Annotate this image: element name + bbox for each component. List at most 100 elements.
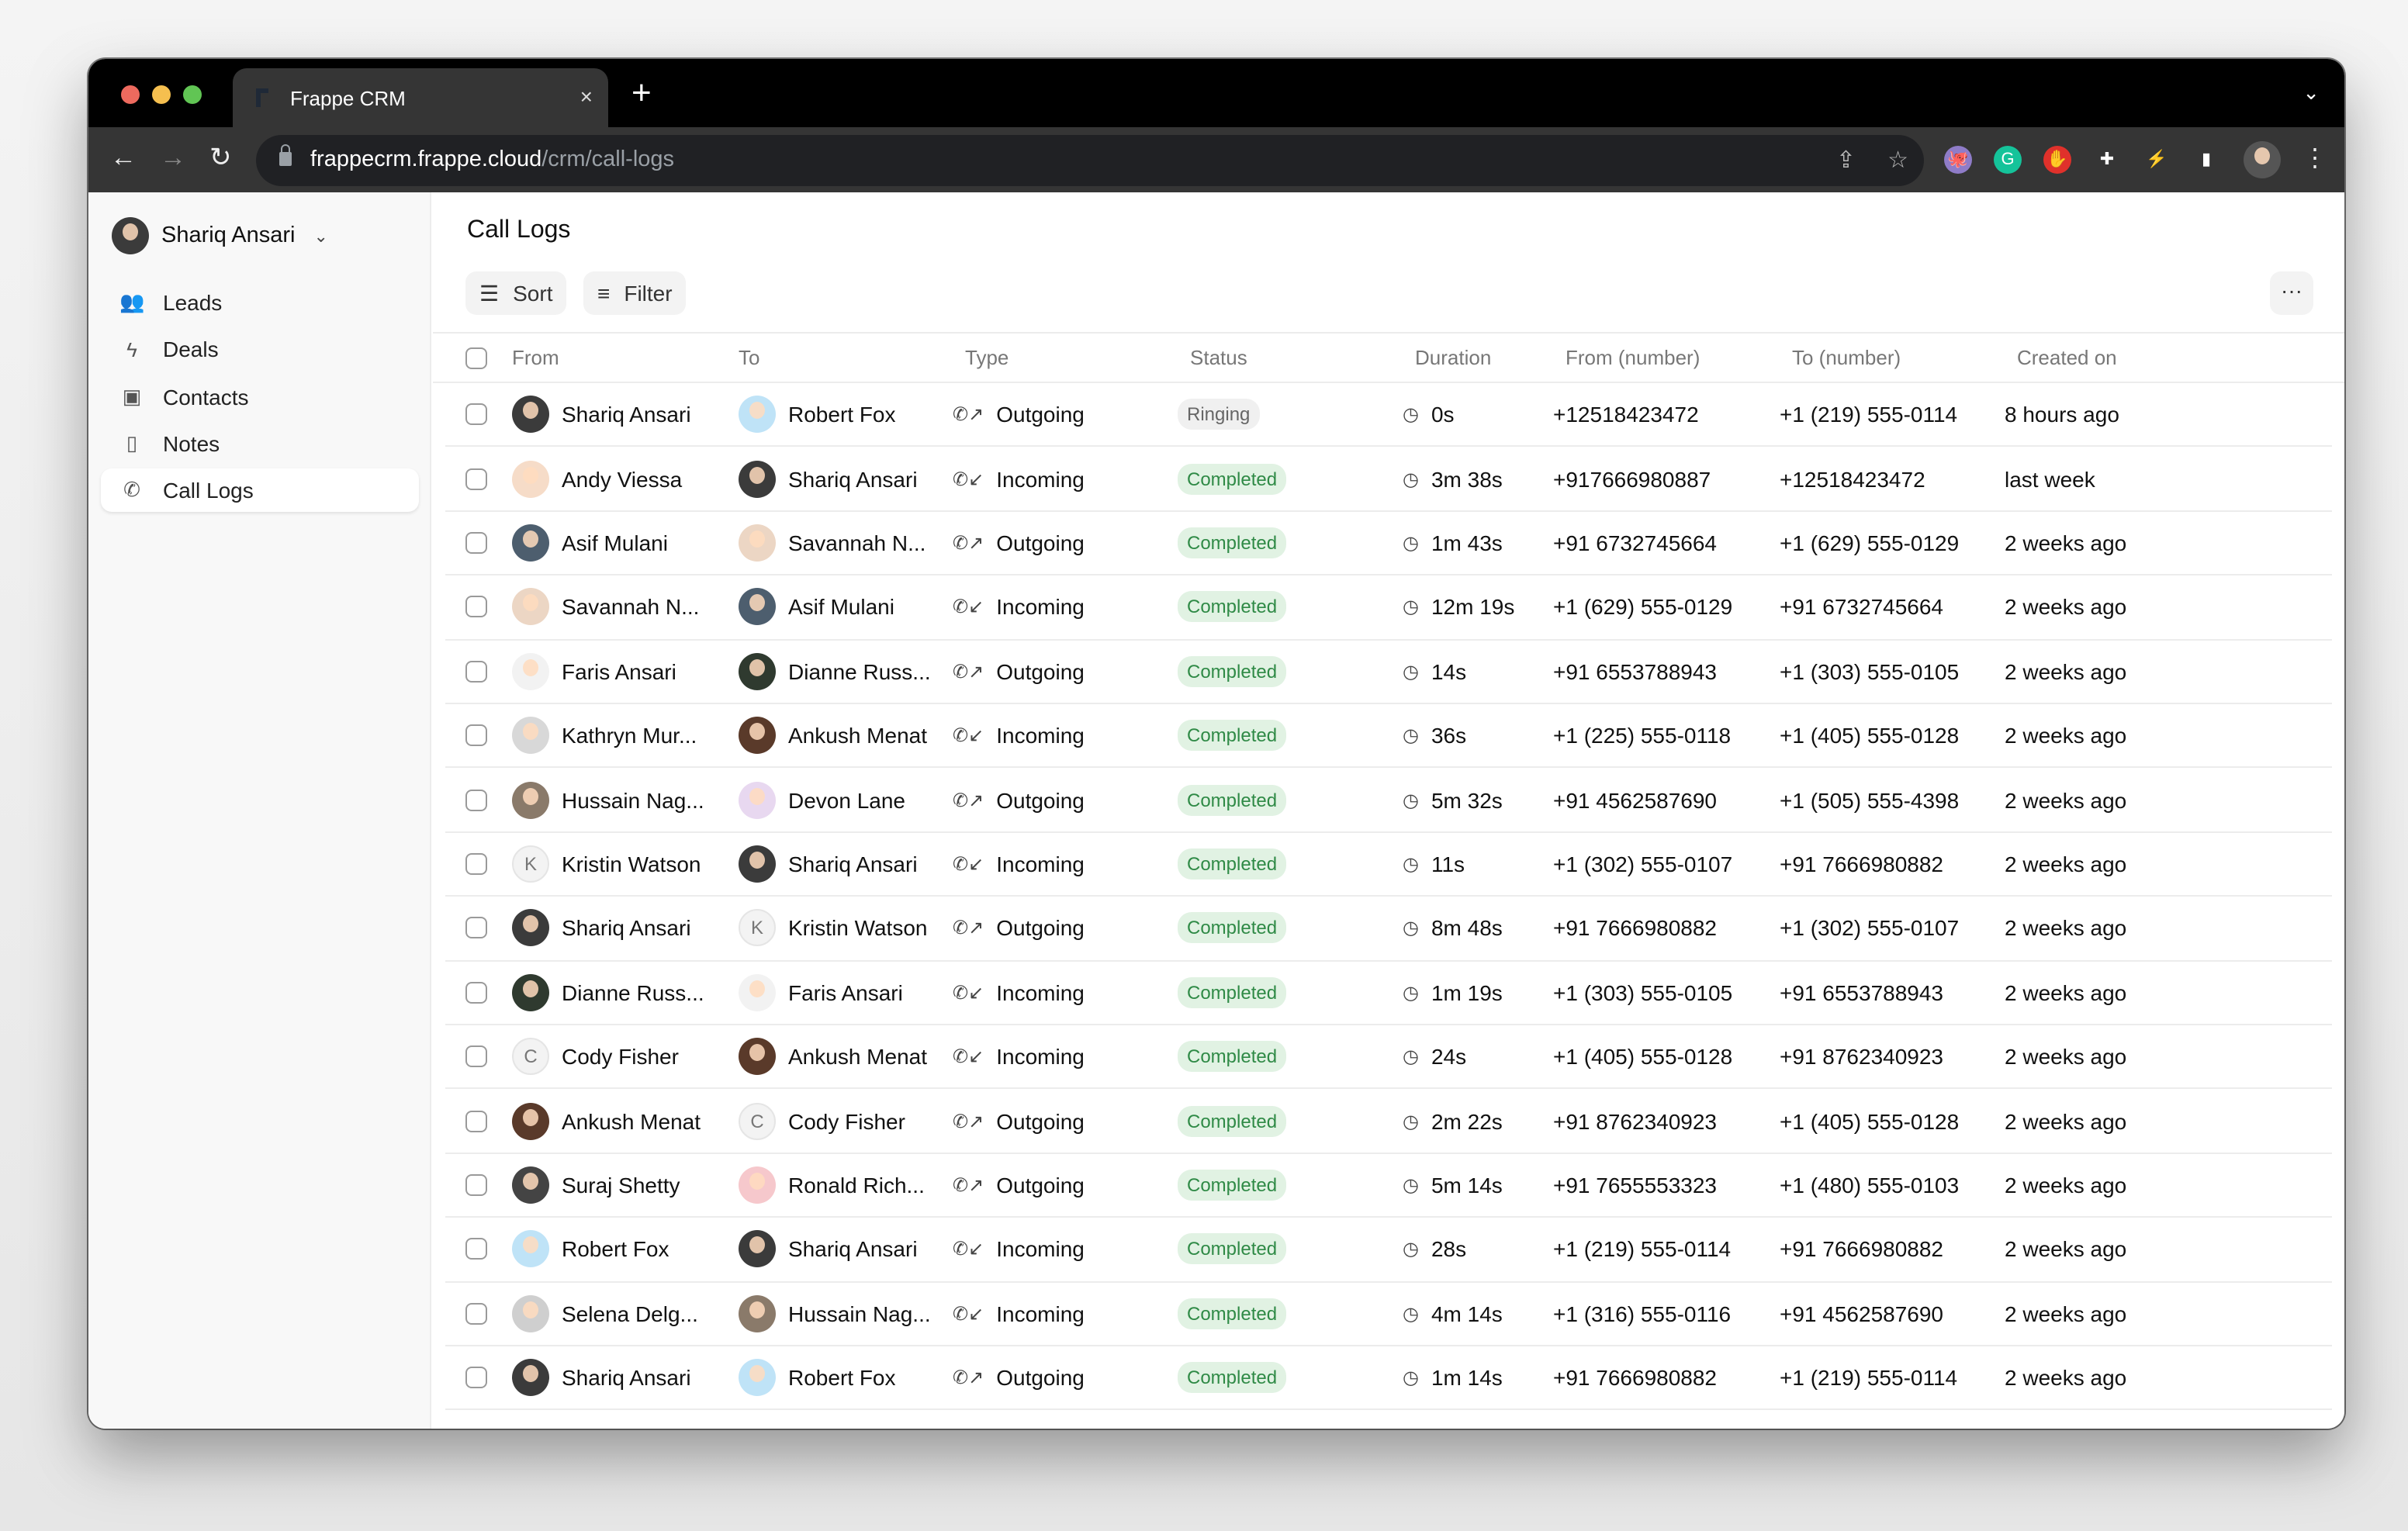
to-name: Asif Mulani [788,594,894,620]
column-header[interactable]: Created on [2017,346,2117,369]
row-checkbox[interactable] [465,724,487,747]
table-row[interactable]: Shariq Ansari Robert Fox ✆↗ Outgoing Comp… [445,1346,2332,1411]
column-header[interactable]: To [739,346,760,369]
maximize-window-button[interactable] [183,85,202,104]
created-on: 2 weeks ago [2005,1236,2127,1262]
avatar [512,396,549,434]
reload-icon[interactable]: ↻ [209,143,232,172]
row-checkbox[interactable] [465,852,487,875]
user-avatar [112,217,149,254]
octocat-extension-icon[interactable]: 🐙 [1944,146,1972,174]
user-dropdown[interactable]: Shariq Ansari ⌄ [112,217,328,254]
row-checkbox[interactable] [465,1367,487,1389]
from-name: Shariq Ansari [562,915,691,941]
row-checkbox[interactable] [465,468,487,490]
back-icon[interactable]: ← [110,143,137,172]
table-row[interactable]: Robert Fox Shariq Ansari ✆↙ Incoming Comp… [445,1218,2332,1283]
more-options-button[interactable]: ··· [2270,271,2313,315]
table-row[interactable]: C Cody Fisher Ankush Menat ✆↙ Incoming Com… [445,1025,2332,1090]
row-checkbox[interactable] [465,1173,487,1196]
select-all-checkbox[interactable] [465,347,487,368]
tab-close-icon[interactable]: × [580,84,593,109]
table-row[interactable]: Asif Mulani Savannah N... ✆↗ Outgoing Com… [445,512,2332,576]
table-row[interactable]: Andy Viessa Shariq Ansari ✆↙ Incoming Com… [445,448,2332,512]
row-checkbox[interactable] [465,1045,487,1068]
from-name: Selena Delg... [562,1301,698,1326]
column-header[interactable]: Duration [1415,346,1492,369]
row-checkbox[interactable] [465,1302,487,1325]
row-checkbox[interactable] [465,531,487,554]
avatar [739,973,776,1011]
table-row[interactable]: Shariq Ansari K Kristin Watson ✆↗ Outgoing… [445,897,2332,962]
column-header[interactable]: To (number) [1792,346,1901,369]
row-checkbox[interactable] [465,1110,487,1132]
sidebar-item-call-logs[interactable]: ✆ Call Logs [101,468,419,513]
avatar [739,588,776,626]
url-bar[interactable]: frappecrm.frappe.cloud/crm/call-logs ⇪ ☆ [256,135,1924,186]
sort-button[interactable]: ☰ Sort [465,271,567,315]
browser-tab[interactable]: Frappe CRM × [233,68,608,127]
clock-icon: ◷ [1403,531,1419,554]
to-number: +1 (505) 555-4398 [1780,787,1960,813]
forward-icon[interactable]: → [160,143,186,172]
profile-avatar[interactable] [2244,141,2281,178]
call-type: Incoming [996,1301,1085,1326]
row-checkbox[interactable] [465,403,487,426]
table-row[interactable]: Shariq Ansari Robert Fox ✆↗ Outgoing Ring… [445,383,2332,448]
to-number: +91 8762340923 [1780,1044,1943,1070]
table-row[interactable]: Selena Delg... Hussain Nag... ✆↙ Incoming… [445,1282,2332,1346]
row-checkbox[interactable] [465,789,487,811]
bookmark-star-icon[interactable]: ☆ [1887,147,1908,174]
avatar: C [739,1102,776,1140]
avatar [739,652,776,690]
sidebar-item-label: Contacts [163,384,249,410]
duration: 1m 43s [1431,530,1503,555]
table-row[interactable]: Faris Ansari Dianne Russ... ✆↗ Outgoing C… [445,640,2332,704]
table-row[interactable]: Kathryn Mur... Ankush Menat ✆↙ Incoming C… [445,704,2332,769]
from-name: Ankush Menat [562,1108,701,1134]
row-checkbox[interactable] [465,981,487,1004]
sidebar-item-label: Leads [163,290,223,315]
sidebar-item-notes[interactable]: ▯ Notes [101,422,419,465]
new-tab-icon[interactable]: + [631,73,652,112]
leaf-bolt-icon[interactable]: ⚡ [2146,150,2168,169]
close-window-button[interactable] [121,85,140,104]
created-on: 8 hours ago [2005,402,2119,427]
clock-icon: ◷ [1403,660,1419,683]
from-name: Cody Fisher [562,1044,679,1070]
table-row[interactable]: Hussain Nag... Devon Lane ✆↗ Outgoing Com… [445,769,2332,833]
sidebar-item-contacts[interactable]: ▣ Contacts [101,375,419,418]
to-name: Cody Fisher [788,1108,905,1134]
table-row[interactable]: K Kristin Watson Shariq Ansari ✆↙ Incoming… [445,833,2332,897]
avatar [739,781,776,819]
table-row[interactable]: Suraj Shetty Ronald Rich... ✆↗ Outgoing C… [445,1154,2332,1218]
avatar [512,588,549,626]
avatar [739,717,776,755]
column-header[interactable]: From (number) [1566,346,1700,369]
adblock-icon[interactable]: ✋ [2043,146,2071,174]
table-row[interactable]: Ankush Menat C Cody Fisher ✆↗ Outgoing Com… [445,1090,2332,1154]
duration: 12m 19s [1431,594,1515,620]
clock-icon: ◷ [1403,1238,1419,1260]
row-checkbox[interactable] [465,917,487,939]
browser-menu-icon[interactable]: ⋮ [2302,146,2327,172]
row-checkbox[interactable] [465,596,487,618]
share-icon[interactable]: ⇪ [1835,147,1856,174]
sidebar-panel-icon[interactable]: ▮ [2201,150,2212,169]
column-header[interactable]: From [512,346,559,369]
table-row[interactable]: Savannah N... Asif Mulani ✆↙ Incoming Com… [445,575,2332,641]
grammarly-icon[interactable]: G [1994,146,2022,174]
row-checkbox[interactable] [465,660,487,683]
filter-button[interactable]: ≡ Filter [583,271,687,315]
column-header[interactable]: Status [1190,346,1247,369]
table-row[interactable]: Dianne Russ... Faris Ansari ✆↙ Incoming C… [445,961,2332,1025]
minimize-window-button[interactable] [152,85,171,104]
row-checkbox[interactable] [465,1238,487,1260]
from-name: Robert Fox [562,1236,669,1262]
column-header[interactable]: Type [965,346,1009,369]
duration: 8m 48s [1431,915,1503,941]
sidebar-item-deals[interactable]: ϟ Deals [101,328,419,372]
tab-search-chevron-icon[interactable]: ⌄ [2302,81,2320,104]
sidebar-item-leads[interactable]: 👥 Leads [101,281,419,324]
puzzle-extensions-icon[interactable]: ✚ [2099,150,2115,169]
